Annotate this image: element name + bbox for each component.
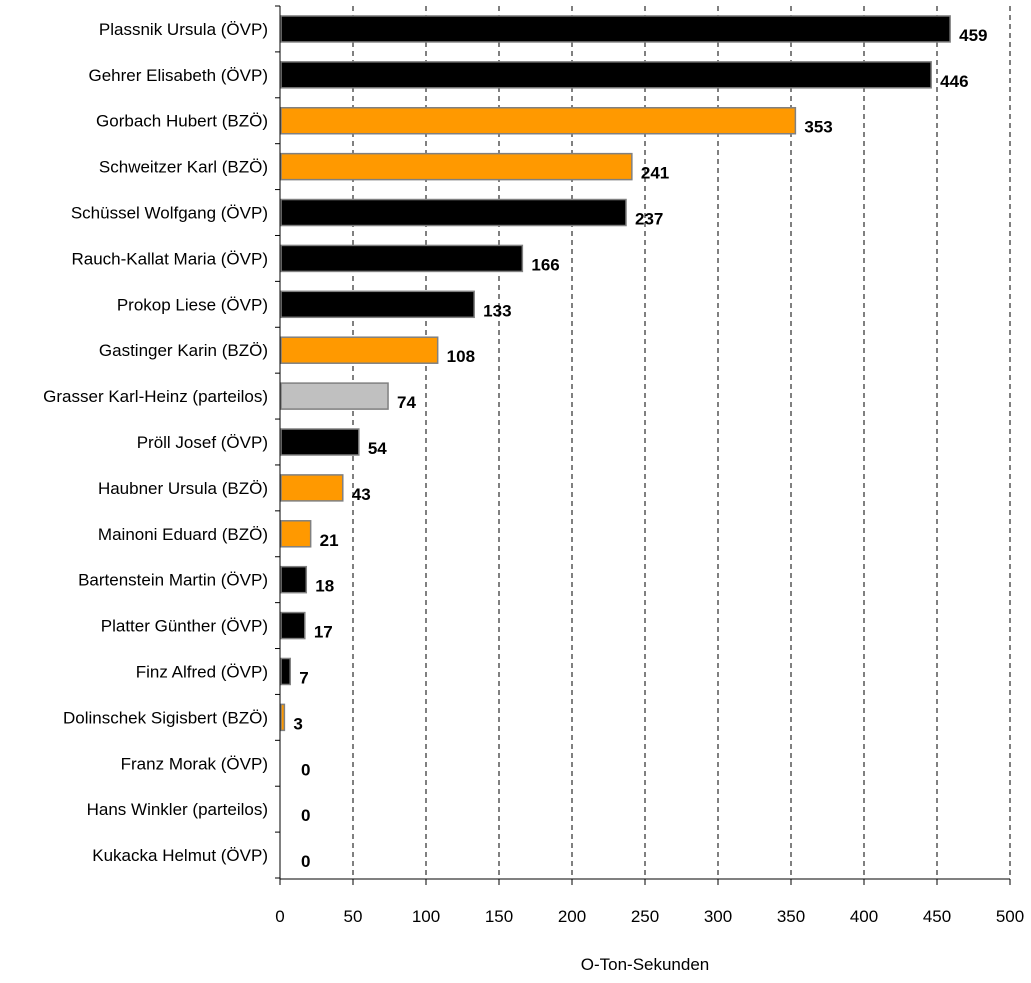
value-label: 0 [301, 852, 310, 871]
bar [280, 657, 291, 686]
category-label: Dolinschek Sigisbert (BZÖ) [63, 708, 268, 727]
category-label: Haubner Ursula (BZÖ) [98, 479, 268, 498]
value-label: 353 [804, 118, 832, 137]
value-labels: 459 446 353 241 237 166 133 108 74 54 43 21 18 17 7 3 0 0… [293, 26, 987, 871]
bar [280, 290, 475, 319]
bar [280, 244, 524, 273]
bar [280, 611, 306, 640]
x-tick-label: 400 [850, 907, 878, 926]
value-label: 7 [299, 668, 308, 687]
category-label: Gastinger Karin (BZÖ) [99, 341, 268, 360]
bar [280, 703, 286, 732]
value-label: 21 [320, 531, 339, 550]
category-label: Grasser Karl-Heinz (parteilos) [43, 387, 268, 406]
category-label: Gehrer Elisabeth (ÖVP) [88, 66, 268, 85]
axes [275, 5, 1011, 885]
x-tick-label: 450 [923, 907, 951, 926]
bar [280, 382, 389, 410]
category-labels: Plassnik Ursula (ÖVP) Gehrer Elisabeth (Ö… [43, 20, 268, 865]
bar [280, 15, 951, 43]
x-tick-label: 200 [558, 907, 586, 926]
x-axis-title: O-Ton-Sekunden [581, 955, 710, 974]
bar [280, 198, 627, 227]
x-tick-label: 150 [485, 907, 513, 926]
category-label: Gorbach Hubert (BZÖ) [96, 112, 268, 131]
category-label: Prokop Liese (ÖVP) [117, 295, 268, 314]
value-label: 108 [447, 347, 475, 366]
value-label: 446 [940, 72, 968, 91]
value-label: 133 [483, 301, 511, 320]
x-tick-label: 350 [777, 907, 805, 926]
category-label: Schweitzer Karl (BZÖ) [99, 158, 268, 177]
category-label: Hans Winkler (parteilos) [87, 800, 268, 819]
value-label: 74 [397, 393, 416, 412]
bar [280, 520, 312, 548]
x-tick-label: 250 [631, 907, 659, 926]
value-label: 241 [641, 164, 669, 183]
value-label: 18 [315, 577, 334, 596]
bar [280, 152, 633, 181]
value-label: 459 [959, 26, 987, 45]
bar [280, 428, 360, 456]
x-tick-label: 500 [996, 907, 1024, 926]
category-label: Schüssel Wolfgang (ÖVP) [71, 204, 268, 223]
category-label: Rauch-Kallat Maria (ÖVP) [71, 249, 268, 268]
bar [280, 106, 797, 135]
value-label: 237 [635, 210, 663, 229]
category-label: Franz Morak (ÖVP) [121, 754, 268, 773]
value-label: 0 [301, 806, 310, 825]
category-label: Kukacka Helmut (ÖVP) [92, 846, 268, 865]
value-label: 166 [531, 255, 559, 274]
category-label: Plassnik Ursula (ÖVP) [99, 20, 268, 39]
category-label: Bartenstein Martin (ÖVP) [78, 571, 268, 590]
x-tick-label: 0 [275, 907, 284, 926]
value-label: 17 [314, 623, 333, 642]
category-label: Finz Alfred (ÖVP) [136, 662, 268, 681]
bar [280, 565, 308, 594]
category-label: Mainoni Eduard (BZÖ) [98, 525, 268, 544]
value-label: 0 [301, 760, 310, 779]
value-label: 3 [293, 714, 302, 733]
x-tick-label: 100 [412, 907, 440, 926]
x-tick-label: 300 [704, 907, 732, 926]
grid-lines [352, 6, 1011, 879]
value-label: 43 [352, 485, 371, 504]
category-label: Pröll Josef (ÖVP) [137, 433, 268, 452]
bars [280, 15, 951, 732]
category-label: Platter Günther (ÖVP) [101, 617, 268, 636]
bar [280, 474, 344, 502]
value-label: 54 [368, 439, 387, 458]
x-tick-label: 50 [344, 907, 363, 926]
bar [280, 61, 932, 89]
bar [280, 336, 439, 364]
x-tick-labels: 0 50 100 150 200 250 300 350 400 450 500 [275, 907, 1024, 926]
